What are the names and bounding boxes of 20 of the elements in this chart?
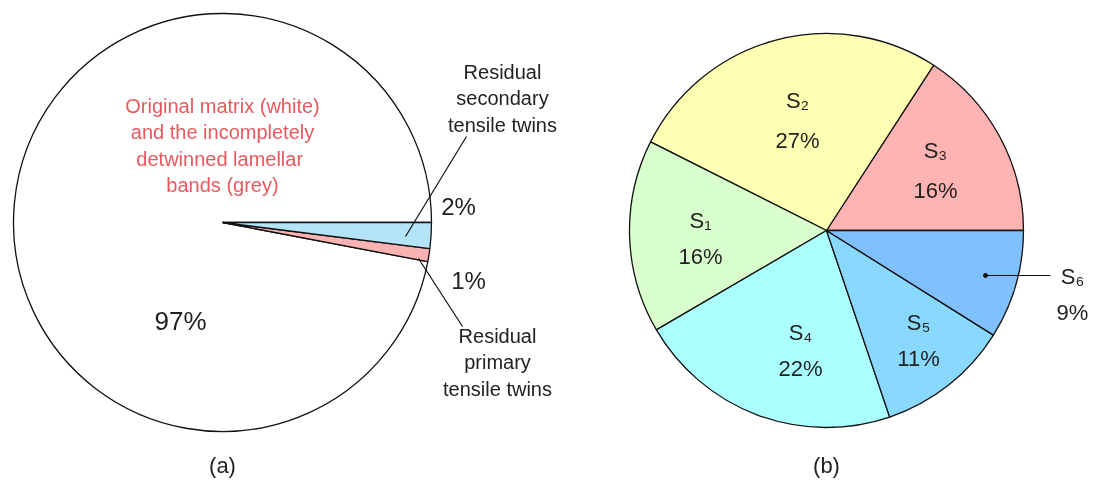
slice-label: Residual primary tensile twins <box>443 325 552 400</box>
slice-label: S₁ <box>689 208 712 233</box>
slice-label: S₅ <box>906 310 931 335</box>
data-label: 22% <box>778 356 823 381</box>
slice-label: S₆ <box>1060 264 1085 289</box>
data-label: 11% <box>897 346 940 371</box>
data-label: 2% <box>441 193 476 220</box>
slice-label: S₃ <box>923 138 948 163</box>
data-label: 16% <box>913 178 958 203</box>
text: (a) <box>209 453 236 478</box>
data-label: 9% <box>1056 300 1089 325</box>
data-label: 16% <box>678 244 723 269</box>
slice-label: S₂ <box>785 88 810 113</box>
slice-label: Original matrix (white) and the incompletely detwinned lamellar bands (grey) <box>125 94 320 197</box>
data-label: 27% <box>775 128 820 153</box>
data-label: 97% <box>154 305 207 336</box>
text: (b) <box>813 453 840 478</box>
data-label: 1% <box>451 267 486 294</box>
slice-label: Residual secondary tensile twins <box>448 61 557 136</box>
slice-label: S₄ <box>788 320 813 345</box>
